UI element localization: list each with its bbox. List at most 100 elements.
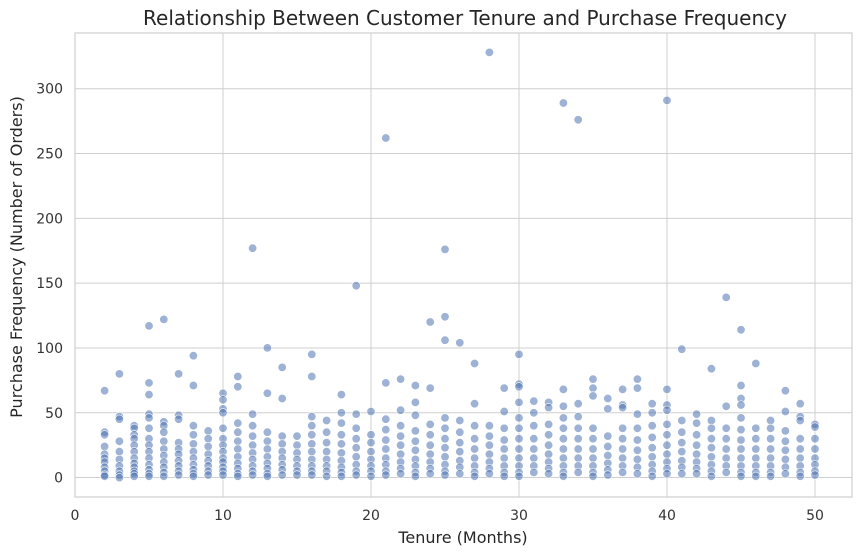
data-point	[307, 470, 317, 480]
data-point	[632, 435, 642, 445]
data-point	[662, 449, 672, 459]
data-point	[440, 413, 450, 423]
data-point	[618, 423, 628, 433]
data-point	[603, 441, 613, 451]
data-point	[603, 393, 613, 403]
data-point	[322, 447, 332, 457]
data-point	[277, 393, 287, 403]
data-point	[218, 395, 228, 405]
data-point	[366, 406, 376, 416]
data-point	[766, 423, 776, 433]
data-point	[603, 431, 613, 441]
data-point	[573, 399, 583, 409]
data-point	[618, 467, 628, 477]
data-point	[677, 344, 687, 354]
x-axis-ticks: 0 10 20 30 40 50	[71, 508, 824, 524]
data-point	[544, 430, 554, 440]
data-point	[188, 471, 198, 481]
y-tick-label: 50	[45, 406, 63, 422]
data-point	[706, 434, 716, 444]
data-point	[410, 397, 420, 407]
data-point	[780, 469, 790, 479]
data-point	[381, 470, 391, 480]
data-point	[751, 434, 761, 444]
data-point	[159, 314, 169, 324]
data-point	[692, 418, 702, 428]
data-point	[410, 426, 420, 436]
data-point	[203, 441, 213, 451]
data-point	[425, 317, 435, 327]
data-point	[470, 471, 480, 481]
data-point	[751, 444, 761, 454]
data-point	[736, 325, 746, 335]
data-point	[262, 471, 272, 481]
data-point	[766, 444, 776, 454]
data-point	[144, 413, 154, 423]
data-point	[721, 467, 731, 477]
data-point	[144, 471, 154, 481]
data-point	[188, 439, 198, 449]
data-point	[425, 383, 435, 393]
data-point	[455, 438, 465, 448]
data-point	[514, 423, 524, 433]
data-point	[203, 470, 213, 480]
data-point	[529, 444, 539, 454]
data-point	[558, 98, 568, 108]
data-point	[573, 453, 583, 463]
data-point	[736, 413, 746, 423]
data-point	[514, 434, 524, 444]
data-point	[618, 403, 628, 413]
data-point	[381, 133, 391, 143]
data-point	[780, 406, 790, 416]
y-tick-label: 100	[36, 341, 63, 357]
data-point	[336, 430, 346, 440]
data-point	[484, 431, 494, 441]
data-point	[558, 434, 568, 444]
y-tick-label: 0	[54, 471, 63, 487]
data-point	[721, 423, 731, 433]
data-point	[425, 449, 435, 459]
data-point	[677, 447, 687, 457]
data-point	[588, 391, 598, 401]
data-point	[736, 425, 746, 435]
data-point	[558, 401, 568, 411]
data-point	[632, 374, 642, 384]
data-point	[336, 471, 346, 481]
data-point	[425, 469, 435, 479]
data-point	[662, 419, 672, 429]
data-point	[795, 399, 805, 409]
data-point	[514, 453, 524, 463]
data-point	[766, 471, 776, 481]
data-point	[336, 439, 346, 449]
data-point	[262, 388, 272, 398]
data-point	[233, 371, 243, 381]
data-point	[425, 430, 435, 440]
data-point	[499, 471, 509, 481]
x-tick-label: 10	[214, 508, 232, 524]
data-point	[470, 399, 480, 409]
data-point	[144, 423, 154, 433]
data-point	[662, 384, 672, 394]
data-point	[114, 414, 124, 424]
data-point	[677, 469, 687, 479]
y-tick-label: 150	[36, 276, 63, 292]
data-point	[499, 406, 509, 416]
data-point	[440, 244, 450, 254]
data-point	[692, 409, 702, 419]
data-point	[425, 440, 435, 450]
data-point	[795, 471, 805, 481]
x-tick-label: 20	[362, 508, 380, 524]
data-point	[573, 423, 583, 433]
data-point	[647, 432, 657, 442]
data-point	[292, 440, 302, 450]
data-point	[736, 400, 746, 410]
data-point	[514, 471, 524, 481]
data-point	[277, 439, 287, 449]
data-point	[766, 434, 776, 444]
data-point	[292, 431, 302, 441]
data-point	[455, 447, 465, 457]
data-point	[484, 47, 494, 57]
data-point	[440, 470, 450, 480]
data-point	[558, 384, 568, 394]
